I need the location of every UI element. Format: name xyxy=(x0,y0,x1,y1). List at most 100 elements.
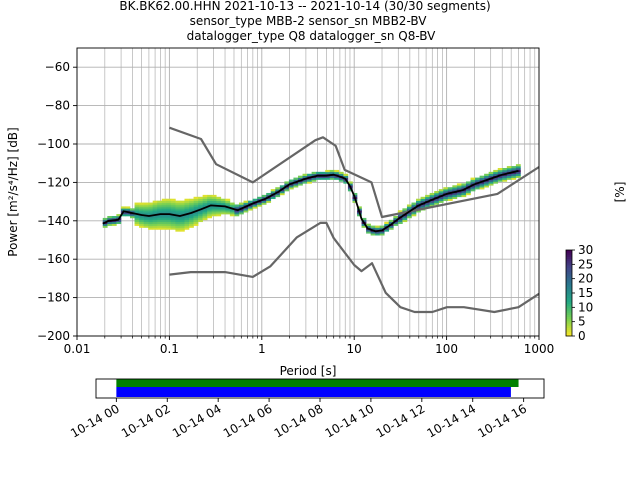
histogram-cell xyxy=(179,221,185,224)
histogram-cell xyxy=(184,227,190,230)
histogram-cell xyxy=(452,187,458,190)
histogram-cell xyxy=(229,214,235,217)
histogram-cell xyxy=(406,204,412,207)
histogram-cell xyxy=(220,212,226,215)
histogram-cell xyxy=(166,225,172,228)
colorbar-segment xyxy=(566,265,572,268)
histogram-cell xyxy=(175,202,181,205)
histogram-cell xyxy=(275,192,281,196)
histogram-cell xyxy=(266,200,272,203)
histogram-cell xyxy=(125,206,131,209)
histogram-cell xyxy=(134,204,140,207)
colorbar-segment xyxy=(566,310,572,313)
histogram-cell xyxy=(116,214,122,217)
histogram-cell xyxy=(311,177,317,180)
histogram-cell xyxy=(166,219,172,223)
histogram-cell xyxy=(366,223,371,226)
histogram-cell xyxy=(320,171,326,175)
histogram-cell xyxy=(334,171,340,175)
histogram-cell xyxy=(152,219,158,223)
histogram-cell xyxy=(229,204,235,207)
time-tick-label: 10-14 00 xyxy=(68,401,122,440)
histogram-cell xyxy=(334,175,340,178)
histogram-cell xyxy=(238,210,244,213)
histogram-cell xyxy=(166,227,172,230)
histogram-cell xyxy=(129,210,135,213)
histogram-cell xyxy=(288,187,294,190)
histogram-cell xyxy=(189,202,194,205)
histogram-cell xyxy=(438,191,444,194)
histogram-cell xyxy=(189,223,194,226)
histogram-cell xyxy=(198,198,203,201)
colorbar-segment xyxy=(566,329,572,333)
histogram-cell xyxy=(243,208,249,211)
histogram-cell xyxy=(248,200,253,203)
histogram-cell xyxy=(238,202,244,205)
histogram-cell xyxy=(161,219,167,223)
histogram-cell xyxy=(497,171,503,175)
histogram-cell xyxy=(179,219,185,223)
histogram-cell xyxy=(170,210,176,213)
histogram-cell xyxy=(207,196,213,200)
histogram-cell xyxy=(220,210,226,213)
histogram-cell xyxy=(325,171,331,175)
histogram-cell xyxy=(179,204,185,207)
histogram-cell xyxy=(198,202,203,205)
histogram-cell xyxy=(161,210,167,213)
histogram-cell xyxy=(438,200,444,203)
histogram-cell xyxy=(443,189,449,192)
y-tick-label: −140 xyxy=(37,214,70,228)
histogram-cell xyxy=(275,194,281,198)
histogram-cell xyxy=(316,171,321,175)
colorbar-segment xyxy=(566,273,572,277)
histogram-cell xyxy=(488,173,494,176)
histogram-cell xyxy=(207,208,213,211)
histogram-cell xyxy=(375,227,381,230)
x-tick-label: 1 xyxy=(258,342,266,356)
histogram-cell xyxy=(184,217,190,221)
histogram-cell xyxy=(225,198,231,201)
histogram-cell xyxy=(189,219,194,223)
histogram-cell xyxy=(452,194,458,198)
histogram-cell xyxy=(511,175,517,178)
histogram-cell xyxy=(143,208,149,211)
histogram-cell xyxy=(252,202,258,205)
histogram-cell xyxy=(152,217,158,221)
histogram-cell xyxy=(184,221,190,224)
histogram-cell xyxy=(189,198,194,201)
colorbar-segment xyxy=(566,256,572,259)
histogram-cell xyxy=(152,202,158,205)
histogram-cell xyxy=(497,168,503,171)
plot-frame xyxy=(76,47,540,337)
histogram-cell xyxy=(102,219,108,223)
histogram-cell xyxy=(198,216,203,219)
histogram-cell xyxy=(406,208,412,211)
histogram-cell xyxy=(416,210,421,213)
histogram-cell xyxy=(193,214,199,217)
histogram-cell xyxy=(143,221,149,224)
histogram-cell xyxy=(343,173,349,176)
histogram-cell xyxy=(193,204,199,207)
histogram-cell xyxy=(420,200,426,203)
histogram-cell xyxy=(329,175,335,178)
psd-chart: 0.01 0.1 1 10 100 1000 −60 −80 −100 −120 −140 −160 −… xyxy=(6,47,554,378)
histogram-cell xyxy=(116,216,122,219)
histogram-cell xyxy=(506,173,512,176)
histogram-cell xyxy=(443,194,449,198)
histogram-cell xyxy=(347,189,353,192)
histogram-cell xyxy=(484,183,489,186)
histogram-cell xyxy=(152,212,158,215)
colorbar-segment xyxy=(566,305,572,309)
histogram-cell xyxy=(170,212,176,215)
histogram-cell xyxy=(125,208,131,211)
histogram-cell xyxy=(266,198,272,201)
histogram-cell xyxy=(179,202,185,205)
histogram-cell xyxy=(202,212,208,215)
histogram-cell xyxy=(406,214,412,217)
histogram-cell xyxy=(425,194,430,198)
histogram-cell xyxy=(184,210,190,213)
histogram-cell xyxy=(189,225,194,228)
histogram-cell xyxy=(198,219,203,223)
colorbar-segment xyxy=(566,254,572,257)
histogram-cell xyxy=(179,223,185,226)
